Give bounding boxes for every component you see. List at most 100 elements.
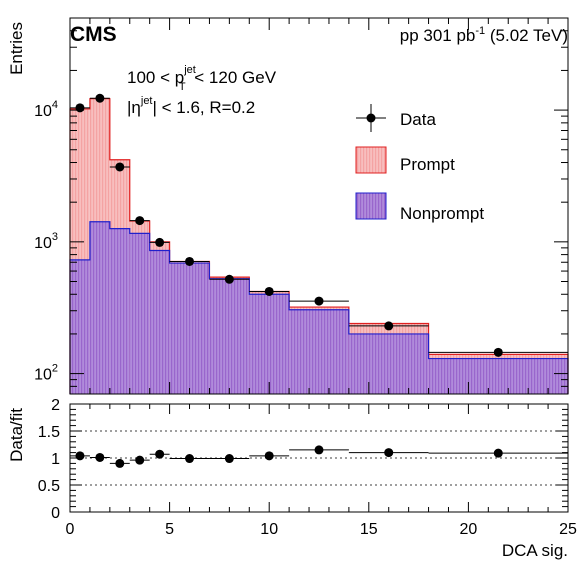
upper-frame — [69, 17, 569, 395]
pt-sup: jet — [183, 64, 196, 76]
upper-y-axis-title: Entries — [7, 22, 26, 75]
data-point — [348, 321, 429, 331]
ratio-point — [169, 454, 210, 464]
x-tick-label: 20 — [460, 521, 478, 538]
ratio-point-marker — [493, 448, 503, 458]
pt-sub: T — [179, 81, 186, 93]
ratio-point-marker — [185, 454, 195, 464]
ratio-point — [348, 448, 429, 458]
pt-prefix: 100 < p — [127, 68, 184, 87]
legend-data-label: Data — [400, 110, 436, 129]
nonprompt-bar — [428, 358, 568, 394]
eta-annotation: |ηjet| < 1.6, R=0.2 — [127, 95, 255, 117]
ratio-point-marker — [384, 448, 394, 458]
nonprompt-bar — [249, 294, 290, 394]
ratio-point-marker — [314, 445, 324, 455]
data-point-marker — [314, 296, 324, 306]
legend: Data Prompt Nonprompt — [355, 104, 484, 223]
ratio-frame — [69, 403, 569, 513]
data-point — [289, 296, 349, 306]
legend-prompt-label: Prompt — [400, 155, 455, 174]
ratio-point — [109, 458, 130, 468]
data-point-marker — [224, 274, 234, 284]
x-tick-label: 15 — [360, 521, 378, 538]
nonprompt-bar — [169, 263, 210, 394]
ratio-y-tick-label: 1 — [51, 451, 60, 468]
lumi-label: pp 301 pb-1 (5.02 TeV) — [400, 25, 568, 45]
ratio-point-marker — [95, 452, 105, 462]
ratio-y-tick-label: 2 — [51, 397, 60, 414]
ratio-point-marker — [115, 458, 125, 468]
ratio-point-marker — [75, 451, 85, 461]
upper-y-tick-label: 104 — [34, 99, 58, 120]
legend-data-marker — [366, 113, 376, 123]
ratio-point — [149, 449, 170, 459]
ratio-point — [89, 452, 110, 462]
nonprompt-bar — [129, 233, 150, 394]
x-tick-label: 10 — [260, 521, 278, 538]
data-point — [428, 347, 568, 357]
lumi-sup: -1 — [475, 25, 485, 37]
upper-y-tick-label: 103 — [34, 231, 58, 252]
ratio-point — [289, 445, 349, 455]
pt-suffix: < 120 GeV — [190, 68, 277, 87]
x-tick-label: 5 — [165, 521, 174, 538]
data-point-marker — [115, 162, 125, 172]
ratio-point — [428, 448, 568, 458]
nonprompt-bar — [348, 333, 429, 394]
legend-prompt-swatch — [355, 146, 387, 174]
ratio-point-marker — [224, 454, 234, 464]
lumi-suffix: (5.02 TeV) — [485, 26, 568, 45]
ratio-point-marker — [155, 449, 165, 459]
data-point-marker — [75, 103, 85, 113]
nonprompt-bar — [209, 278, 250, 394]
ratio-y-axis-title: Data/fit — [7, 408, 26, 462]
upper-axes: 102 103 104 — [34, 17, 569, 395]
ratio-y-tick-label: 0 — [51, 505, 60, 522]
data-point — [169, 256, 210, 266]
ratio-data-points — [70, 445, 568, 468]
legend-nonprompt-swatch — [355, 192, 387, 220]
data-point — [209, 274, 250, 284]
ratio-point — [129, 455, 150, 465]
ratio-point — [249, 451, 290, 461]
data-point — [109, 162, 130, 172]
data-point — [149, 237, 170, 247]
pt-annotation: 100 < pjet T < 120 GeV — [127, 64, 277, 93]
ratio-point-marker — [264, 451, 274, 461]
data-point — [249, 286, 290, 296]
data-point — [129, 216, 150, 226]
ratio-y-tick-label: 1.5 — [38, 424, 60, 441]
data-point-marker — [384, 321, 394, 331]
x-axis-title: DCA sig. — [502, 541, 568, 560]
ratio-point-marker — [135, 455, 145, 465]
nonprompt-bar — [289, 309, 349, 394]
ratio-y-tick-label: 0.5 — [38, 478, 60, 495]
cms-label: CMS — [70, 23, 117, 46]
data-point-marker — [185, 256, 195, 266]
nonprompt-bar — [149, 250, 170, 394]
ratio-point — [209, 454, 250, 464]
nonprompt-bar — [70, 259, 90, 394]
upper-data-points — [70, 93, 568, 357]
data-point-marker — [264, 286, 274, 296]
ratio-reference-lines — [70, 430, 568, 486]
ratio-axes: 00.511.520 5 10 15 20 25 — [38, 397, 577, 538]
x-tick-label: 0 — [66, 521, 75, 538]
upper-y-tick-label: 102 — [34, 363, 58, 384]
data-point — [89, 93, 110, 103]
data-point-marker — [155, 237, 165, 247]
data-point-marker — [135, 216, 145, 226]
legend-nonprompt-label: Nonprompt — [400, 204, 484, 223]
eta-sup: jet — [140, 95, 153, 107]
data-point-marker — [95, 93, 105, 103]
upper-histograms — [69, 98, 569, 395]
eta-prefix: |η — [127, 98, 141, 117]
eta-suffix: | < 1.6, R=0.2 — [153, 98, 256, 117]
lumi-prefix: pp 301 pb — [400, 26, 476, 45]
x-tick-label: 25 — [559, 521, 577, 538]
nonprompt-bar — [89, 221, 110, 394]
data-point-marker — [493, 347, 503, 357]
nonprompt-bar — [109, 228, 130, 394]
